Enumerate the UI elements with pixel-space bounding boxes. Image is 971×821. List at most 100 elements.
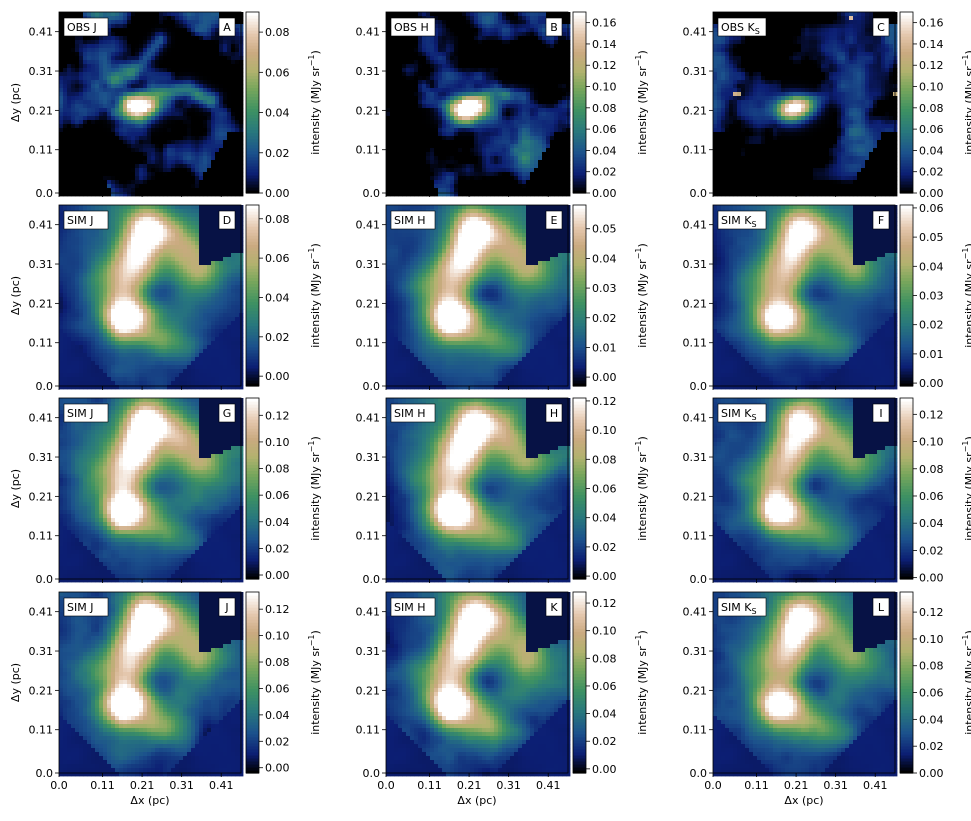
colorbar-tick-label: 0.08 <box>592 453 617 466</box>
y-tick-label: 0.31 <box>29 645 54 658</box>
panel-letter: E <box>551 214 558 227</box>
colorbar-tick-label: 0.06 <box>592 123 617 136</box>
colorbar-tick-label: 0.12 <box>919 606 944 619</box>
y-tick-label: 0.31 <box>29 258 54 271</box>
colorbar-label: intensity (MJy sr−1) <box>961 243 971 348</box>
y-tick-label: 0.31 <box>29 65 54 78</box>
y-tick-label: 0.0 <box>36 187 54 200</box>
band-label-box <box>63 17 109 37</box>
colorbar-tick-label: 0.10 <box>919 633 944 646</box>
y-tick-label: 0.21 <box>356 104 381 117</box>
panel-I: 0.00.110.210.310.41 SIM KS I0.000.020.040.… <box>683 397 971 586</box>
colorbar-label: intensity (MJy sr−1) <box>961 630 971 735</box>
colorbar: 0.00 0.02 0.04 0.06 0.08 0.10 0.12 0.14 0.16 inte… <box>899 11 971 200</box>
colorbar-tick-label: 0.02 <box>919 319 944 332</box>
band-label: SIM H <box>394 214 426 227</box>
colorbar-tick-label: 0.04 <box>265 107 290 120</box>
colorbar-tick-label: 0.04 <box>592 708 617 721</box>
y-tick-label: 0.0 <box>36 767 54 780</box>
panel-letter-box <box>218 597 236 617</box>
y-tick-label: 0.41 <box>683 412 708 425</box>
colorbar-tick-label: 0.06 <box>919 202 944 215</box>
y-tick-label: 0.11 <box>683 530 708 543</box>
y-tick-label: 0.21 <box>683 104 708 117</box>
colorbar-label: intensity (MJy sr−1) <box>307 50 322 155</box>
axes-frame <box>385 397 569 580</box>
x-tick-label: 0.11 <box>90 779 115 792</box>
colorbar-tick-label: 0.05 <box>919 231 944 244</box>
colorbar-tick-label: 0.08 <box>592 652 617 665</box>
heatmap-image <box>713 205 898 390</box>
colorbar-tick-label: 0.06 <box>919 123 944 136</box>
colorbar-tick-label: 0.04 <box>919 144 944 157</box>
y-tick-label: 0.0 <box>690 573 708 586</box>
colorbar-label: intensity (MJy sr−1) <box>634 243 649 348</box>
x-tick-label: 0.0 <box>704 779 722 792</box>
x-tick-label: 0.41 <box>209 779 234 792</box>
y-tick-label: 0.0 <box>363 573 381 586</box>
y-tick-label: 0.11 <box>683 337 708 350</box>
y-tick-label: 0.11 <box>356 144 381 157</box>
panel-letter-box <box>218 210 236 230</box>
y-tick-label: 0.41 <box>683 606 708 619</box>
heatmap-image <box>59 12 244 197</box>
y-tick-label: 0.0 <box>690 380 708 393</box>
panel-letter: I <box>879 407 882 420</box>
y-tick-label: 0.41 <box>683 26 708 39</box>
colorbar-tick-label: 0.12 <box>919 59 944 72</box>
heatmap-image <box>59 205 244 390</box>
y-tick-label: 0.11 <box>29 530 54 543</box>
heatmap-image <box>713 592 898 777</box>
colorbar-tick-label: 0.04 <box>919 517 944 530</box>
colorbar-tick-label: 0.08 <box>919 463 944 476</box>
band-label-box <box>390 17 436 37</box>
panel-letter-box <box>218 403 236 423</box>
colorbar-tick-label: 0.02 <box>592 312 617 325</box>
colorbar-tick-label: 0.04 <box>265 709 290 722</box>
y-tick-label: 0.21 <box>356 684 381 697</box>
colorbar-tick-label: 0.16 <box>592 17 617 30</box>
band-label-box <box>63 403 109 423</box>
band-label: SIM H <box>394 601 426 614</box>
y-tick-label: 0.41 <box>356 219 381 232</box>
axes-frame <box>712 11 896 194</box>
y-tick-label: 0.11 <box>683 724 708 737</box>
panel-letter: C <box>877 21 885 34</box>
colorbar-label: intensity (MJy sr−1) <box>961 436 971 541</box>
colorbar-tick-label: 0.06 <box>919 687 944 700</box>
panel-letter-box <box>872 597 890 617</box>
y-tick-label: 0.31 <box>683 258 708 271</box>
colorbar-tick-label: 0.00 <box>592 371 617 384</box>
x-tick-label: 0.31 <box>169 779 194 792</box>
panel-L: 0.0 0.11 0.21 0.31 0.41 0.0 0.11 0.21 0.31 0.41 Δx… <box>683 591 971 807</box>
colorbar-tick-label: 0.12 <box>265 603 290 616</box>
colorbar-tick-label: 0.04 <box>592 512 617 525</box>
y-tick-label: 0.41 <box>356 26 381 39</box>
band-label-box <box>63 210 109 230</box>
band-label: SIM J <box>67 407 93 420</box>
y-tick-label: 0.11 <box>29 144 54 157</box>
colorbar-tick-label: 0.02 <box>919 166 944 179</box>
panel-letter-box <box>872 17 890 37</box>
y-tick-label: 0.0 <box>690 187 708 200</box>
y-tick-label: 0.0 <box>690 767 708 780</box>
y-tick-label: 0.11 <box>29 337 54 350</box>
colorbar-tick-label: 0.02 <box>265 331 290 344</box>
colorbar-tick-label: 0.08 <box>919 660 944 673</box>
x-tick-label: 0.41 <box>536 779 561 792</box>
y-tick-label: 0.31 <box>683 65 708 78</box>
colorbar-tick-label: 0.06 <box>265 66 290 79</box>
panel-letter-box <box>545 17 563 37</box>
panel-B: 0.00.110.210.310.41 OBS H B0.000.020.040.0… <box>356 11 649 200</box>
colorbar-tick-label: 0.00 <box>919 767 944 780</box>
x-tick-label: 0.11 <box>417 779 442 792</box>
y-tick-label: 0.41 <box>683 219 708 232</box>
panel-H: 0.00.110.210.310.41 SIM H H0.000.020.040.0… <box>356 395 650 586</box>
colorbar-label: intensity (MJy sr−1) <box>634 630 649 735</box>
colorbar-tick-label: 0.10 <box>592 625 617 638</box>
colorbar: 0.00 0.02 0.04 0.06 0.08 0.10 0.12 intensity (M… <box>572 395 649 583</box>
heatmap-image <box>59 592 244 777</box>
band-label: OBS KS <box>721 21 760 36</box>
x-tick-label: 0.41 <box>863 779 888 792</box>
y-tick-label: 0.11 <box>683 144 708 157</box>
